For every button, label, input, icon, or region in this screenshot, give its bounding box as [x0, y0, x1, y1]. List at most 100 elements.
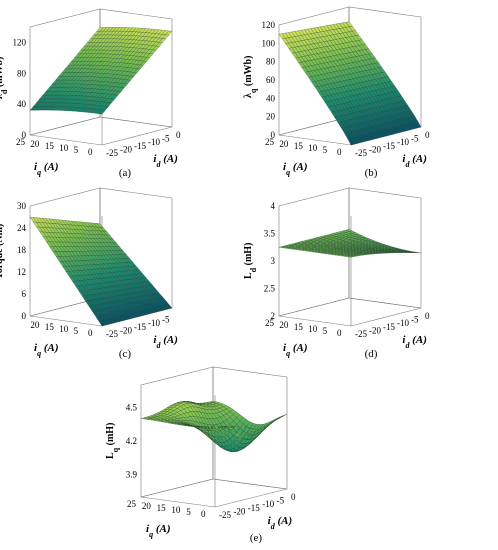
x-axis-label: id (A): [153, 153, 177, 169]
y-tick-label: 10: [59, 324, 68, 334]
x-tick-label: -20: [369, 144, 381, 154]
y-tick-label: 15: [157, 503, 167, 513]
z-tick-label: 2.5: [264, 284, 276, 294]
x-tick-label: 0: [291, 492, 296, 502]
z-tick-label: 12: [17, 267, 26, 277]
surface-mesh: [29, 27, 173, 115]
x-tick-label: -25: [355, 329, 367, 339]
y-tick-label: 0: [337, 147, 342, 157]
y-tick-label: 20: [279, 139, 289, 149]
x-tick-label: -10: [262, 499, 274, 509]
y-tick-label: 25: [265, 318, 275, 328]
y-tick-label: 20: [30, 139, 40, 149]
surface-patch: [280, 414, 288, 418]
panel-b: -25 -20 -15 -10 -5 00510152025020406080100120…: [243, 6, 430, 179]
y-tick-label: 5: [74, 326, 79, 336]
y-axis-label: iq (A): [34, 342, 58, 358]
z-tick-label: 4.2: [126, 436, 137, 446]
y-tick-label: 20: [279, 320, 289, 330]
x-tick-label: -15: [248, 503, 260, 513]
y-tick-label: 20: [142, 501, 152, 511]
y-tick-label: 15: [294, 141, 304, 151]
z-tick-label: 24: [17, 223, 27, 233]
x-axis-label: id (A): [153, 334, 177, 350]
z-axis-label: Lq (mH): [105, 423, 120, 459]
panel-caption: (a): [119, 167, 132, 179]
surface-mesh: [29, 216, 173, 327]
z-tick-label: 80: [17, 68, 27, 78]
x-tick-label: -20: [120, 144, 132, 154]
surface-mesh: [278, 229, 422, 258]
x-tick-label: -25: [219, 510, 231, 520]
surface-patch: [414, 120, 422, 128]
x-tick-label: -15: [383, 322, 395, 332]
x-tick-label: -5: [411, 134, 419, 144]
y-tick-label: 10: [171, 505, 181, 515]
z-axis-label: λd (mWb): [0, 57, 9, 99]
z-tick-label: 120: [13, 37, 27, 47]
y-axis-label: iq (A): [34, 161, 58, 177]
y-tick-label: 20: [30, 320, 40, 330]
z-tick-label: 0: [22, 311, 27, 321]
z-tick-label: 2: [271, 311, 276, 321]
surface-mesh: [278, 21, 422, 146]
x-tick-label: -25: [106, 148, 118, 158]
y-tick-label: 5: [323, 326, 328, 336]
y-tick-label: 25: [16, 137, 26, 147]
z-tick-label: 3.5: [264, 229, 276, 239]
surface-patch: [165, 30, 173, 36]
axis-floor: [29, 116, 173, 146]
y-tick-label: 15: [45, 141, 55, 151]
x-tick-label: -5: [162, 134, 170, 144]
y-tick-label: 5: [74, 145, 79, 155]
z-tick-label: 80: [266, 57, 276, 67]
y-tick-label: 10: [59, 143, 68, 153]
z-tick-label: 4: [271, 201, 276, 211]
x-tick-label: -20: [233, 506, 245, 516]
x-tick-label: -20: [120, 325, 132, 335]
y-tick-label: 5: [323, 145, 328, 155]
x-axis-label: id (A): [268, 515, 292, 531]
y-tick-label: 25: [265, 137, 275, 147]
y-tick-label: 15: [294, 322, 304, 332]
panel-caption: (d): [365, 348, 378, 360]
x-tick-label: -10: [148, 137, 160, 147]
x-tick-label: -15: [134, 141, 146, 151]
y-tick-label: 0: [337, 328, 342, 338]
z-tick-label: 40: [266, 93, 276, 103]
z-tick-label: 3.9: [126, 470, 138, 480]
y-tick-label: 0: [88, 328, 93, 338]
z-tick-label: 3: [271, 256, 276, 266]
z-axis-label: Torque (Nm): [0, 224, 5, 279]
z-tick-label: 0: [22, 130, 27, 140]
y-tick-label: 10: [308, 324, 318, 334]
z-axis-label: λq (mWb): [243, 56, 258, 98]
surface-patch: [414, 252, 422, 254]
y-tick-label: 0: [201, 509, 206, 519]
z-tick-label: 20: [266, 112, 276, 122]
x-tick-label: 0: [425, 130, 430, 140]
axis-floor: [140, 478, 288, 508]
z-tick-label: 18: [17, 245, 27, 255]
z-tick-label: 30: [17, 201, 27, 211]
x-tick-label: -5: [277, 496, 285, 506]
x-tick-label: -25: [106, 329, 118, 339]
x-tick-label: -25: [355, 148, 367, 158]
y-axis-label: iq (A): [283, 342, 307, 358]
z-tick-label: 4.5: [126, 402, 138, 412]
x-tick-label: -5: [162, 315, 170, 325]
z-tick-label: 100: [262, 38, 276, 48]
panel-caption: (c): [119, 348, 132, 360]
x-tick-label: 0: [176, 130, 181, 140]
axis-floor: [278, 297, 422, 327]
y-tick-label: 0: [88, 147, 93, 157]
z-tick-label: 60: [266, 75, 276, 85]
y-axis-label: iq (A): [283, 161, 307, 177]
surface-mesh: [140, 400, 288, 452]
panel-caption: (b): [365, 167, 378, 179]
z-tick-label: 0: [271, 130, 276, 140]
